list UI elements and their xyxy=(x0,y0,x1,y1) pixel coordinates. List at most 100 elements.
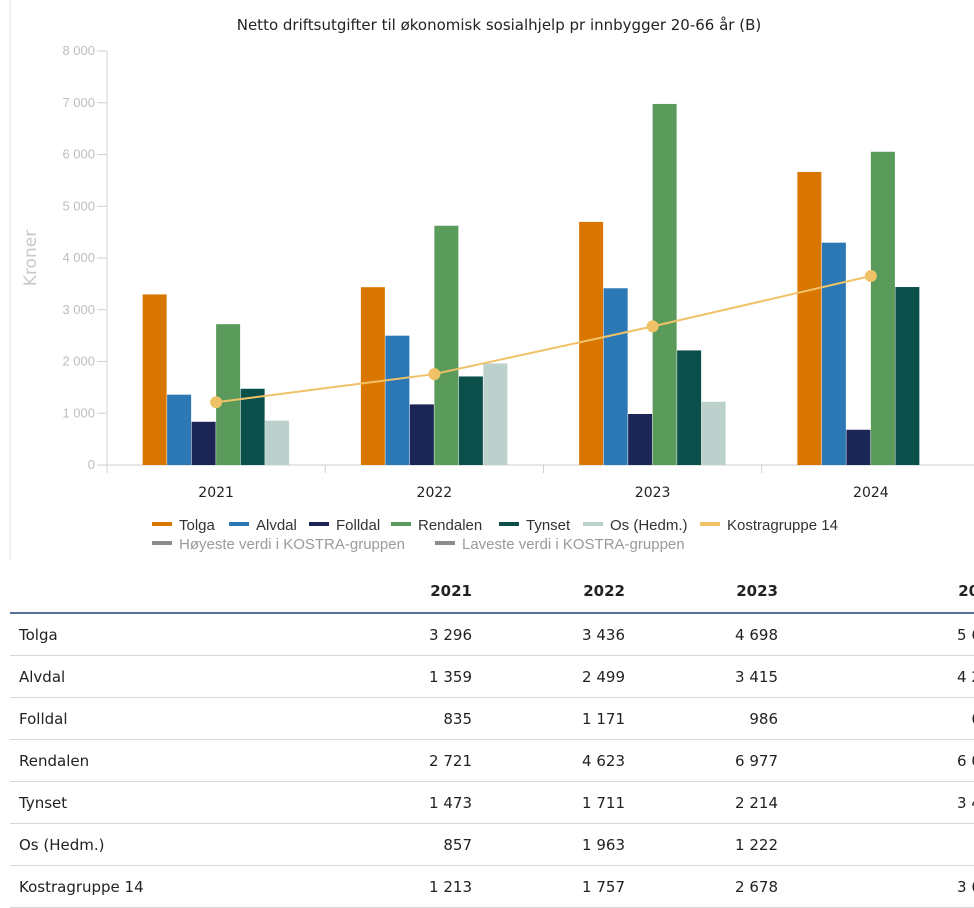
table-row-label: Alvdal xyxy=(10,655,319,698)
bar-tolga xyxy=(797,171,822,465)
table-cell: 1 757 xyxy=(472,865,625,908)
chart: Netto driftsutgifter til økonomisk sosia… xyxy=(9,0,974,560)
x-axis: 2021 2022 2023 2024 xyxy=(106,464,974,501)
table-cell: 1 171 xyxy=(472,697,625,740)
y-tick-label: 6 000 xyxy=(62,147,95,162)
legend-swatch xyxy=(152,541,172,545)
bar-tynset xyxy=(677,350,702,465)
bar-tynset xyxy=(458,376,483,465)
bar-rendalen xyxy=(652,103,677,465)
bar-tolga xyxy=(142,294,167,465)
bar-rendalen xyxy=(216,324,241,465)
table-cell: 857 xyxy=(319,823,472,866)
table-cell: 2 499 xyxy=(472,655,625,698)
table-cell: 6 977 xyxy=(625,739,778,782)
table-cell: 3 415 xyxy=(625,655,778,698)
legend-item-label: Laveste verdi i KOSTRA-gruppen xyxy=(462,536,685,553)
table-cell: 1 359 xyxy=(319,655,472,698)
table-cell: 4 296 xyxy=(778,655,974,698)
table-cell: 6 053 xyxy=(778,739,974,782)
legend-swatch xyxy=(435,541,455,545)
table-cell: 1 213 xyxy=(319,865,472,908)
table-cell: 3 652 xyxy=(778,865,974,908)
chart-title: Netto driftsutgifter til økonomisk sosia… xyxy=(237,16,762,34)
table-cell: 1 473 xyxy=(319,781,472,824)
table-header-cell: 2021 xyxy=(319,570,472,614)
table-row: Alvdal 1 359 2 499 3 415 4 296 xyxy=(10,655,974,698)
y-tick-label: 0 xyxy=(88,457,95,472)
legend-swatch xyxy=(309,522,329,526)
bar-rendalen xyxy=(434,225,459,465)
legend-item-label: Rendalen xyxy=(418,517,482,534)
y-tick-label: 7 000 xyxy=(62,95,95,110)
bar-alvdal xyxy=(821,242,846,465)
table-row-label: Folldal xyxy=(10,697,319,740)
legend: Tolga Alvdal Folldal Rendalen Tynset Os (Hedm… xyxy=(152,517,838,553)
legend-swatch xyxy=(583,522,603,526)
y-tick-label: 4 000 xyxy=(62,250,95,265)
bar-tynset xyxy=(895,287,920,465)
bar-folldal xyxy=(846,429,871,465)
table-cell: 3 296 xyxy=(319,613,472,656)
table-row: Os (Hedm.) 857 1 963 1 222 xyxy=(10,823,974,866)
legend-item-label: Tynset xyxy=(526,517,571,534)
bars xyxy=(142,103,920,465)
x-tick-label: 2024 xyxy=(853,485,889,501)
table-cell: 986 xyxy=(625,697,778,740)
table-row-label: Os (Hedm.) xyxy=(10,823,319,866)
table-cell: 2 721 xyxy=(319,739,472,782)
legend-swatch xyxy=(700,522,720,526)
bar-os-hedm xyxy=(265,420,290,465)
legend-item-label: Kostragruppe 14 xyxy=(727,517,838,534)
table-row-label: Kostragruppe 14 xyxy=(10,865,319,908)
table-row-label: Tolga xyxy=(10,613,319,656)
table-cell: 835 xyxy=(319,697,472,740)
line-point-kostragruppe-14 xyxy=(428,368,441,381)
y-axis-ticks: 0 1 000 2 000 3 000 4 000 5 000 6 000 7 000 8 00… xyxy=(62,43,108,472)
bar-os-hedm xyxy=(483,363,508,465)
table-cell: 4 623 xyxy=(472,739,625,782)
x-tick-label: 2023 xyxy=(635,485,671,501)
legend-swatch xyxy=(499,522,519,526)
table-cell: 5 663 xyxy=(778,613,974,656)
bar-alvdal xyxy=(603,288,628,465)
bar-alvdal xyxy=(385,335,410,465)
line-point-kostragruppe-14 xyxy=(864,270,877,283)
table-cell: 2 214 xyxy=(625,781,778,824)
line-series xyxy=(210,270,877,409)
legend-swatch xyxy=(152,522,172,526)
bar-tynset xyxy=(240,388,265,465)
table-row: Tolga 3 296 3 436 4 698 5 663 xyxy=(10,613,974,656)
table-header-row: 2021 2022 2023 2024 xyxy=(10,570,974,614)
line-kostragruppe-14 xyxy=(215,275,872,404)
legend-item-label: Høyeste verdi i KOSTRA-gruppen xyxy=(179,536,405,553)
table-cell: 3 439 xyxy=(778,781,974,824)
x-tick-label: 2021 xyxy=(198,485,234,501)
y-tick-label: 5 000 xyxy=(62,198,95,213)
y-tick-label: 3 000 xyxy=(62,302,95,317)
bar-folldal xyxy=(628,413,653,465)
table-cell: 3 436 xyxy=(472,613,625,656)
table-cell: 1 963 xyxy=(472,823,625,866)
y-axis-title: Kroner xyxy=(21,230,41,286)
table-row: Tynset 1 473 1 711 2 214 3 439 xyxy=(10,781,974,824)
table-row: Rendalen 2 721 4 623 6 977 6 053 xyxy=(10,739,974,782)
y-tick-label: 1 000 xyxy=(62,405,95,420)
bar-rendalen xyxy=(870,151,895,465)
legend-item-label: Folldal xyxy=(336,517,380,534)
table-header-cell: 2022 xyxy=(472,570,625,614)
line-point-kostragruppe-14 xyxy=(646,320,659,333)
table-cell xyxy=(778,823,974,866)
table-cell: 1 711 xyxy=(472,781,625,824)
table-cell: 1 222 xyxy=(625,823,778,866)
bar-alvdal xyxy=(167,394,192,465)
chart-title-group: Netto driftsutgifter til økonomisk sosia… xyxy=(237,16,762,34)
table-cell: 4 698 xyxy=(625,613,778,656)
table-header-cell xyxy=(10,570,319,614)
bar-tolga xyxy=(360,287,385,465)
legend-item-label: Os (Hedm.) xyxy=(610,517,688,534)
table-cell: 681 xyxy=(778,697,974,740)
legend-swatch xyxy=(391,522,411,526)
table-row-label: Rendalen xyxy=(10,739,319,782)
table-row-label: Tynset xyxy=(10,781,319,824)
